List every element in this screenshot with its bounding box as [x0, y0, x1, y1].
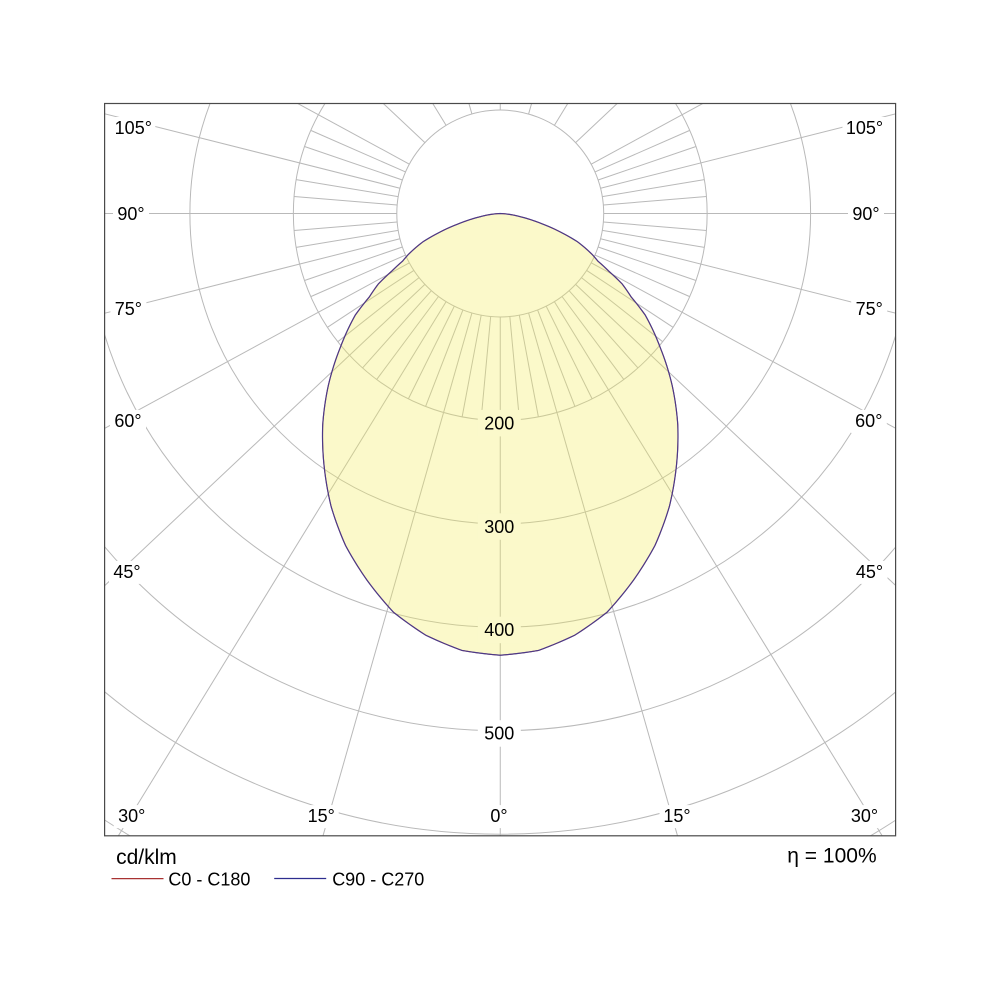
svg-text:75°: 75°	[856, 299, 883, 319]
svg-text:105°: 105°	[115, 118, 152, 138]
svg-text:η = 100%: η = 100%	[787, 844, 876, 867]
svg-text:400: 400	[484, 620, 514, 640]
svg-text:60°: 60°	[855, 411, 882, 431]
svg-text:105°: 105°	[846, 118, 883, 138]
svg-text:75°: 75°	[115, 299, 142, 319]
svg-text:15°: 15°	[663, 806, 690, 826]
svg-text:90°: 90°	[117, 204, 144, 224]
svg-text:30°: 30°	[118, 806, 145, 826]
svg-text:45°: 45°	[856, 562, 883, 582]
svg-text:90°: 90°	[852, 204, 879, 224]
svg-text:0°: 0°	[490, 806, 507, 826]
svg-text:300: 300	[484, 517, 514, 537]
svg-text:15°: 15°	[308, 806, 335, 826]
svg-text:200: 200	[484, 413, 514, 433]
svg-text:C90 - C270: C90 - C270	[332, 869, 424, 889]
svg-text:45°: 45°	[113, 562, 140, 582]
svg-text:30°: 30°	[851, 806, 878, 826]
svg-text:500: 500	[484, 724, 514, 744]
svg-text:cd/klm: cd/klm	[116, 846, 177, 869]
svg-text:60°: 60°	[114, 411, 141, 431]
svg-text:C0 - C180: C0 - C180	[168, 869, 250, 889]
